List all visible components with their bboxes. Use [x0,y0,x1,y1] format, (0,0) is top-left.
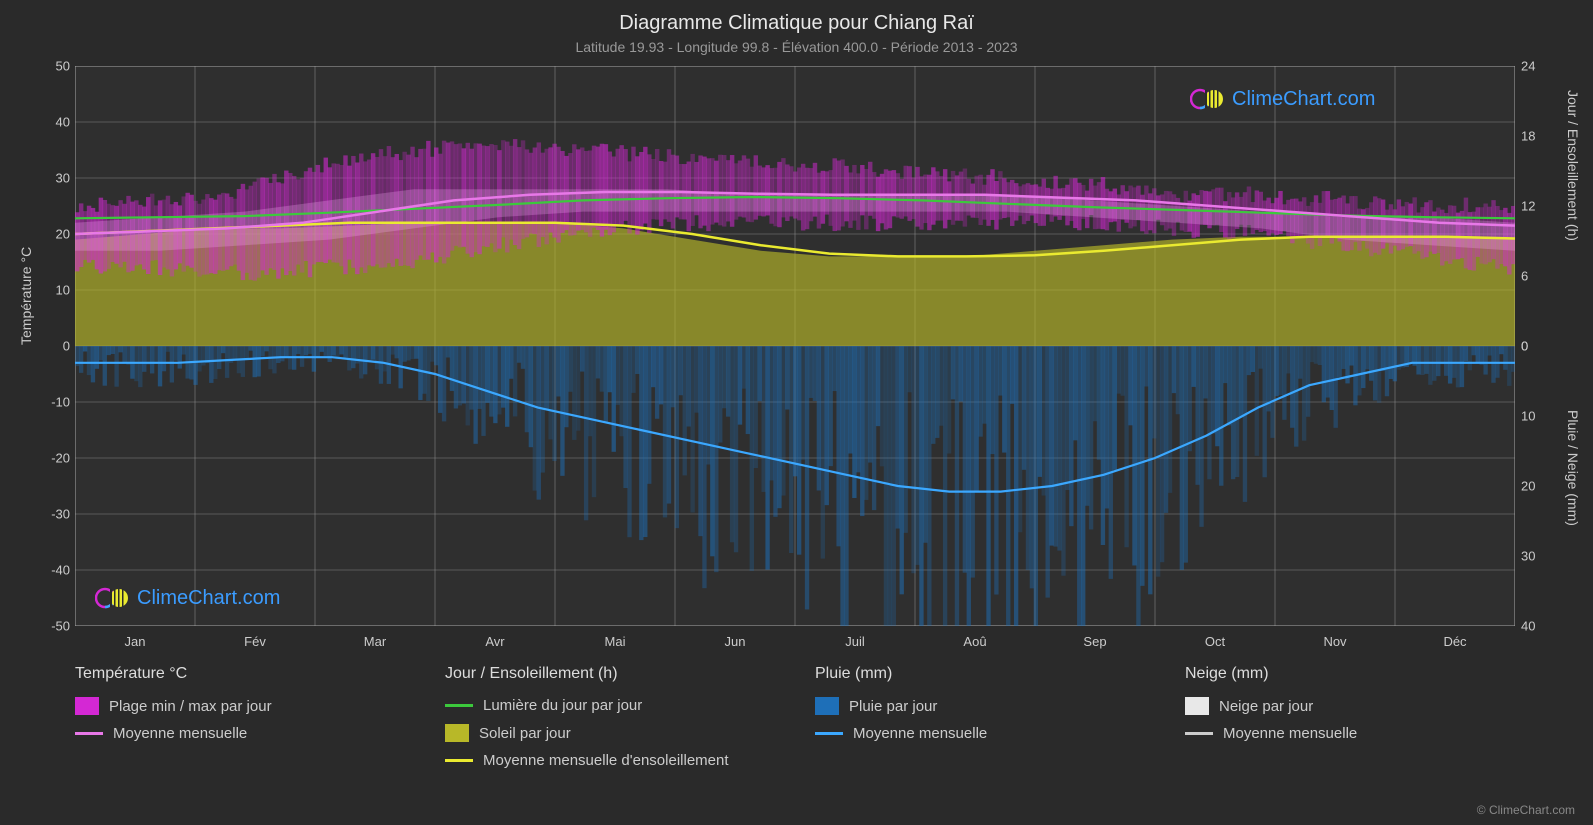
legend-swatch [75,697,99,715]
legend-item: Lumière du jour par jour [445,697,775,714]
tick-left: 30 [56,171,70,186]
legend-swatch [75,732,103,735]
axis-label-right-top: Jour / Ensoleillement (h) [1565,90,1581,241]
chart-title: Diagramme Climatique pour Chiang Raï [0,0,1593,35]
tick-month: Mar [364,634,386,649]
legend-swatch [815,732,843,735]
tick-left: 20 [56,227,70,242]
legend: Température °C Plage min / max par jour Mo… [75,665,1515,779]
tick-month: Oct [1205,634,1225,649]
tick-right: 0 [1521,339,1528,354]
tick-month: Nov [1323,634,1346,649]
tick-left: -40 [51,563,70,578]
legend-swatch [1185,732,1213,735]
tick-month: Juil [845,634,865,649]
legend-swatch [1185,697,1209,715]
tick-left: 10 [56,283,70,298]
tick-right: 24 [1521,59,1535,74]
tick-right: 12 [1521,199,1535,214]
tick-left: 50 [56,59,70,74]
watermark-icon [95,585,129,611]
legend-column: Neige (mm) Neige par jour Moyenne mensuell… [1185,665,1515,779]
legend-item: Pluie par jour [815,697,1145,715]
legend-item: Neige par jour [1185,697,1515,715]
watermark-top: ClimeChart.com [1190,86,1375,112]
legend-label: Moyenne mensuelle [1223,725,1357,742]
legend-item: Moyenne mensuelle d'ensoleillement [445,752,775,769]
legend-label: Moyenne mensuelle [113,725,247,742]
legend-swatch [445,724,469,742]
legend-item: Plage min / max par jour [75,697,405,715]
axis-label-right-bottom: Pluie / Neige (mm) [1565,410,1581,526]
tick-month: Mai [605,634,626,649]
legend-item: Moyenne mensuelle [75,725,405,742]
legend-column: Température °C Plage min / max par jour Mo… [75,665,405,779]
legend-item: Moyenne mensuelle [1185,725,1515,742]
plot-area [75,66,1515,626]
legend-heading: Jour / Ensoleillement (h) [445,665,775,683]
tick-left: -20 [51,451,70,466]
tick-left: -30 [51,507,70,522]
tick-right: 18 [1521,129,1535,144]
legend-label: Plage min / max par jour [109,698,272,715]
tick-left: -10 [51,395,70,410]
watermark-text: ClimeChart.com [1232,88,1375,111]
legend-label: Soleil par jour [479,725,571,742]
plot-svg [75,66,1515,626]
watermark-text: ClimeChart.com [137,587,280,610]
legend-label: Lumière du jour par jour [483,697,642,714]
chart-subtitle: Latitude 19.93 - Longitude 99.8 - Élévat… [0,35,1593,55]
legend-label: Pluie par jour [849,698,937,715]
legend-column: Pluie (mm) Pluie par jour Moyenne mensuell… [815,665,1145,779]
tick-right: 20 [1521,479,1535,494]
legend-label: Moyenne mensuelle d'ensoleillement [483,752,729,769]
climate-chart-container: Diagramme Climatique pour Chiang Raï Lat… [0,0,1593,825]
watermark-icon [1190,86,1224,112]
tick-right: 30 [1521,549,1535,564]
tick-left: -50 [51,619,70,634]
tick-month: Déc [1443,634,1466,649]
tick-right: 6 [1521,269,1528,284]
tick-right: 40 [1521,619,1535,634]
tick-left: 40 [56,115,70,130]
legend-heading: Pluie (mm) [815,665,1145,683]
tick-right: 10 [1521,409,1535,424]
tick-month: Aoû [963,634,986,649]
legend-swatch [445,759,473,762]
axis-label-left: Température °C [18,247,34,345]
copyright: © ClimeChart.com [1477,803,1575,817]
tick-month: Sep [1083,634,1106,649]
legend-heading: Température °C [75,665,405,683]
legend-column: Jour / Ensoleillement (h) Lumière du jour… [445,665,775,779]
tick-month: Avr [485,634,504,649]
tick-month: Jun [725,634,746,649]
tick-left: 0 [63,339,70,354]
legend-label: Neige par jour [1219,698,1313,715]
tick-month: Fév [244,634,266,649]
legend-heading: Neige (mm) [1185,665,1515,683]
legend-label: Moyenne mensuelle [853,725,987,742]
legend-item: Moyenne mensuelle [815,725,1145,742]
legend-swatch [815,697,839,715]
legend-item: Soleil par jour [445,724,775,742]
legend-swatch [445,704,473,707]
tick-month: Jan [125,634,146,649]
watermark-bottom: ClimeChart.com [95,585,280,611]
